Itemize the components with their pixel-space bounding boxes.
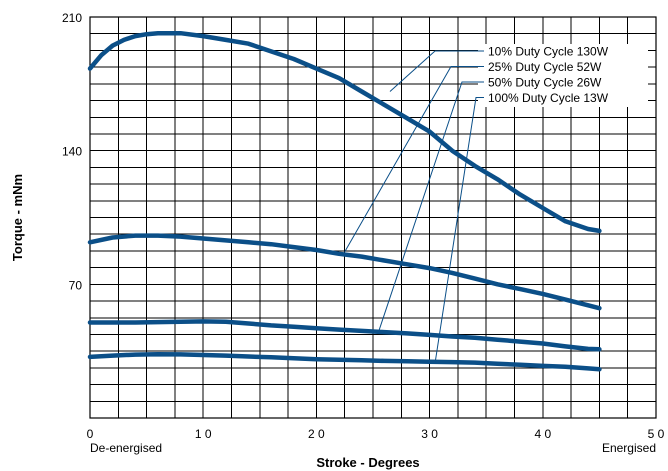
x-tick-label: 0	[87, 427, 94, 441]
x-axis-title: Stroke - Degrees	[316, 455, 419, 470]
legend-entry: 100% Duty Cycle 13W	[488, 91, 609, 105]
legend-leader-line	[389, 50, 484, 92]
series-line-4	[87, 351, 602, 372]
y-tick-label: 140	[62, 145, 82, 159]
x-tick-label: 3 0	[421, 427, 438, 441]
x-tick-label: 2 0	[308, 427, 325, 441]
series-lines	[87, 30, 602, 372]
y-axis-title: Torque - mNm	[10, 174, 25, 261]
x-tick-label: 4 0	[534, 427, 551, 441]
legend-leader-line	[434, 97, 484, 362]
legend-background	[478, 44, 648, 107]
plot-frame	[89, 16, 657, 419]
y-tick-label: 210	[62, 11, 82, 25]
legend-leader-line	[344, 66, 484, 253]
grid	[89, 16, 657, 419]
series-line-3	[87, 319, 602, 352]
series-line-1	[87, 30, 602, 234]
legend-entry: 10% Duty Cycle 130W	[488, 45, 609, 59]
x-end-label-de-energised: De-energised	[90, 441, 162, 455]
legend-leader-line	[378, 81, 484, 332]
x-tick-label: 1 0	[195, 427, 212, 441]
legend-entry: 50% Duty Cycle 26W	[488, 76, 602, 90]
x-end-label-energised: Energised	[602, 441, 656, 455]
y-axis-ticks: 70 140 210	[62, 11, 82, 292]
y-tick-label: 70	[69, 278, 83, 292]
x-axis-ticks: 0 1 0 2 0 3 0 4 0 5 0	[87, 427, 665, 441]
x-tick-label: 5 0	[648, 427, 665, 441]
series-line-2	[87, 233, 602, 311]
legend-entry: 25% Duty Cycle 52W	[488, 60, 602, 74]
